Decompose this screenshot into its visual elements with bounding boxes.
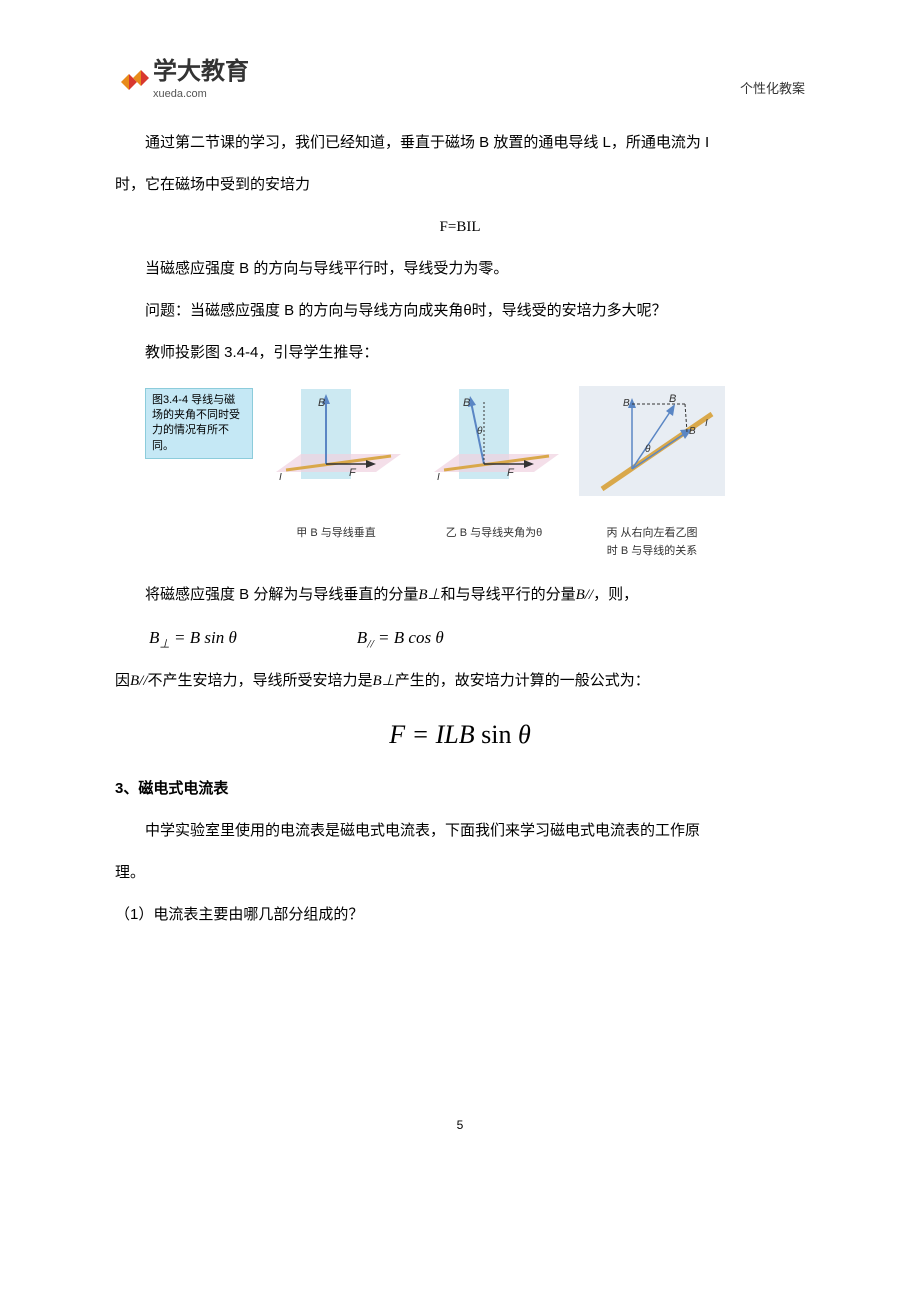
logo-text: 学大教育 xueda.com bbox=[153, 60, 249, 104]
page-header: 学大教育 xueda.com 个性化教案 bbox=[115, 60, 805, 104]
sym-b-perp-2: B⊥ bbox=[373, 673, 395, 689]
figure-3-4-4: 图3.4-4 导线与磁场的夹角不同时受力的情况有所不同。 B F I 甲 B 与… bbox=[145, 384, 805, 559]
para-7a: 中学实验室里使用的电流表是磁电式电流表，下面我们来学习磁电式电流表的工作原 bbox=[115, 810, 805, 852]
svg-text:B: B bbox=[689, 426, 696, 437]
header-right-label: 个性化教案 bbox=[740, 79, 805, 104]
para-3: 问题：当磁感应强度 B 的方向与导线方向成夹角θ时，导线受的安培力多大呢？ bbox=[115, 290, 805, 332]
figure-caption-2: 乙 B 与导线夹角为θ bbox=[419, 526, 569, 540]
svg-text:B: B bbox=[318, 397, 325, 409]
svg-text:θ: θ bbox=[477, 426, 483, 437]
diagram-perpendicular-icon: B F I bbox=[261, 384, 411, 514]
para-6-pre: 因 bbox=[115, 672, 130, 689]
para-6: 因B//不产生安培力，导线所受安培力是B⊥产生的，故安培力计算的一般公式为： bbox=[115, 660, 805, 702]
formula-main: F = ILB sin θ bbox=[115, 714, 805, 756]
figure-caption-1: 甲 B 与导线垂直 bbox=[261, 526, 411, 540]
svg-text:I: I bbox=[437, 472, 440, 483]
figure-caption-3a: 丙 从右向左看乙图 bbox=[577, 526, 727, 540]
para-6-mid1: 不产生安培力，导线所受安培力是 bbox=[148, 672, 373, 689]
page-number: 5 bbox=[115, 1116, 805, 1135]
diagram-angle-icon: B θ F I bbox=[419, 384, 569, 514]
para-5-mid: 和与导线平行的分量 bbox=[441, 586, 576, 603]
sym-b-par-2: B// bbox=[130, 673, 148, 689]
figure-caption-3b: 时 B 与导线的关系 bbox=[577, 544, 727, 558]
para-5-end: ，则， bbox=[593, 586, 638, 603]
para-2: 当磁感应强度 B 的方向与导线平行时，导线受力为零。 bbox=[115, 248, 805, 290]
formula-bil: F=BIL bbox=[115, 206, 805, 248]
section-3-heading: 3、磁电式电流表 bbox=[115, 768, 805, 810]
para-1b: 时，它在磁场中受到的安培力 bbox=[115, 164, 805, 206]
logo-mark-icon bbox=[115, 64, 151, 100]
para-6-mid2: 产生的，故安培力计算的一般公式为： bbox=[395, 672, 650, 689]
sym-b-perp-1: B⊥ bbox=[418, 587, 440, 603]
diagram-side-view-icon: B B B θ I bbox=[577, 384, 727, 514]
svg-text:θ: θ bbox=[645, 444, 651, 455]
svg-text:B: B bbox=[623, 398, 630, 409]
para-5-pre: 将磁感应强度 B 分解为与导线垂直的分量 bbox=[145, 586, 418, 603]
svg-text:B: B bbox=[669, 393, 676, 405]
logo-text-cn: 学大教育 bbox=[153, 60, 249, 84]
figure-panel-1: B F I 甲 B 与导线垂直 bbox=[261, 384, 411, 540]
formula-b-perp: B⊥ = B sin θ bbox=[149, 616, 237, 660]
figure-panel-2: B θ F I 乙 B 与导线夹角为θ bbox=[419, 384, 569, 540]
sym-b-par-1: B// bbox=[576, 587, 594, 603]
para-5: 将磁感应强度 B 分解为与导线垂直的分量B⊥和与导线平行的分量B//，则， bbox=[115, 574, 805, 616]
svg-text:B: B bbox=[463, 397, 470, 409]
para-4: 教师投影图 3.4-4，引导学生推导： bbox=[115, 332, 805, 374]
logo-text-en: xueda.com bbox=[153, 86, 249, 104]
para-8: （1）电流表主要由哪几部分组成的？ bbox=[115, 894, 805, 936]
svg-text:I: I bbox=[279, 472, 282, 483]
formula-b-par: B// = B cos θ bbox=[357, 616, 444, 660]
figure-label-box: 图3.4-4 导线与磁场的夹角不同时受力的情况有所不同。 bbox=[145, 388, 253, 460]
para-1a: 通过第二节课的学习，我们已经知道，垂直于磁场 B 放置的通电导线 L，所通电流为… bbox=[115, 122, 805, 164]
svg-text:I: I bbox=[705, 418, 708, 429]
logo: 学大教育 xueda.com bbox=[115, 60, 249, 104]
para-7b: 理。 bbox=[115, 852, 805, 894]
formula-row-components: B⊥ = B sin θ B// = B cos θ bbox=[149, 616, 805, 660]
figure-panel-3: B B B θ I 丙 从右向左看乙图 时 B 与导线的关系 bbox=[577, 384, 727, 559]
